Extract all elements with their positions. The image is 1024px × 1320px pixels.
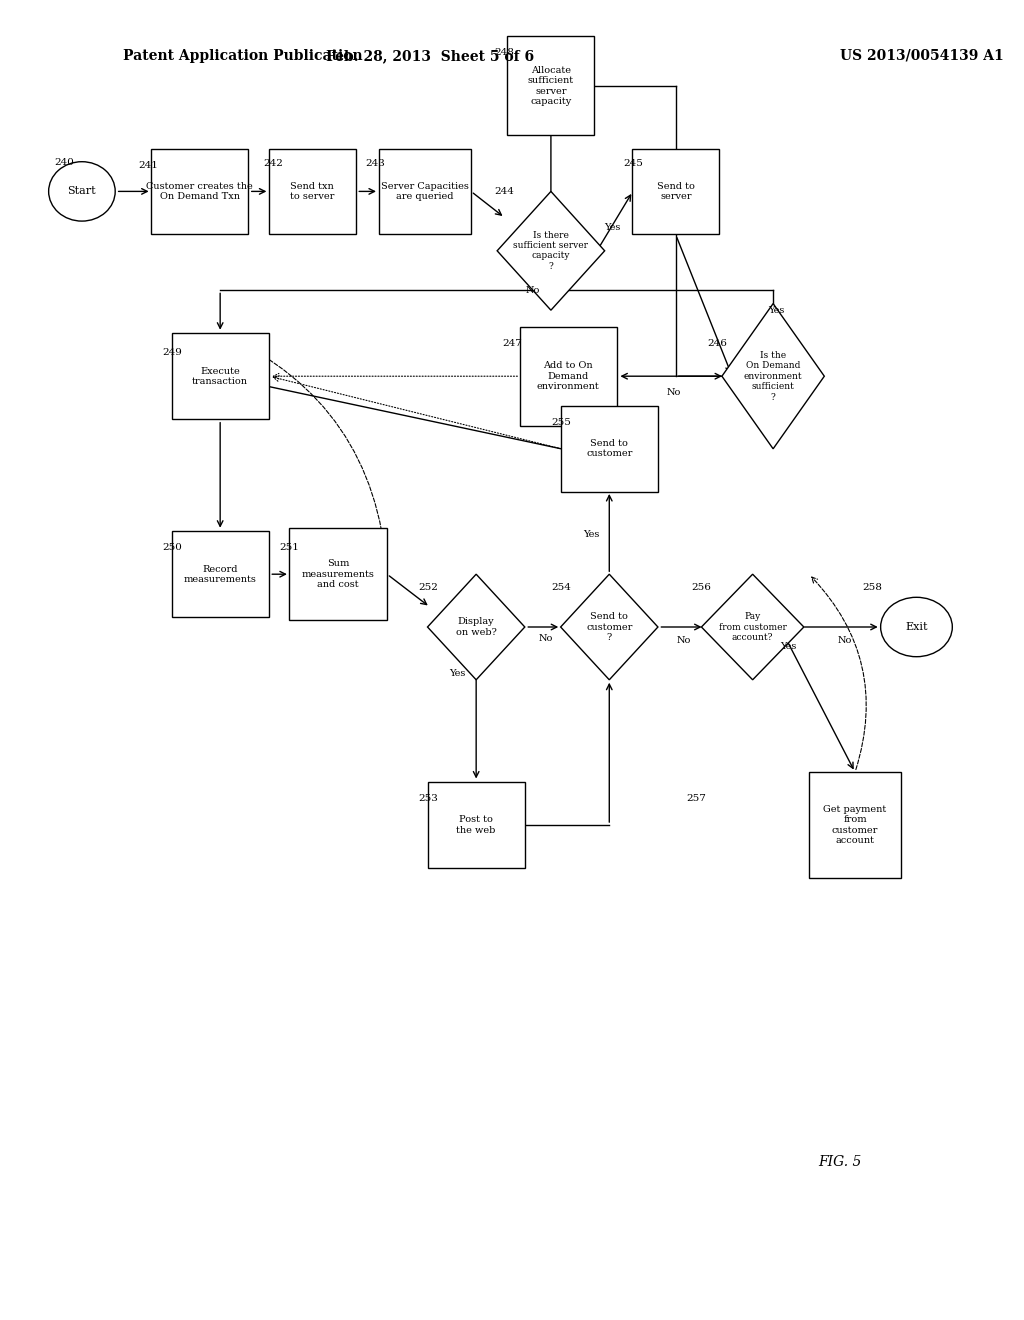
Text: 253: 253 [418,795,438,803]
Polygon shape [701,574,804,680]
Text: Yes: Yes [780,643,797,651]
Text: 245: 245 [623,160,643,168]
Text: Yes: Yes [583,531,599,539]
Text: 243: 243 [365,160,385,168]
Text: 257: 257 [686,795,707,803]
Polygon shape [498,191,604,310]
Text: Get payment
from
customer
account: Get payment from customer account [823,805,887,845]
Text: 244: 244 [494,187,514,195]
Text: Yes: Yes [604,223,621,231]
Polygon shape [561,574,657,680]
Text: Is the
On Demand
environment
sufficient
?: Is the On Demand environment sufficient … [743,351,803,401]
FancyBboxPatch shape [171,532,268,618]
Text: 251: 251 [279,544,299,552]
Text: Server Capacities
are queried: Server Capacities are queried [381,182,469,201]
FancyBboxPatch shape [290,528,387,620]
Text: US 2013/0054139 A1: US 2013/0054139 A1 [840,49,1004,63]
Polygon shape [428,574,525,680]
Text: Send to
customer
?: Send to customer ? [586,612,633,642]
Ellipse shape [49,162,115,222]
FancyBboxPatch shape [508,36,594,135]
FancyBboxPatch shape [520,327,616,425]
Text: No: No [525,286,540,294]
Text: 242: 242 [263,160,284,168]
Text: Send txn
to server: Send txn to server [290,182,335,201]
Text: Execute
transaction: Execute transaction [193,367,248,385]
Text: 247: 247 [502,339,522,347]
Text: 246: 246 [707,339,727,347]
Text: 258: 258 [862,583,883,591]
FancyBboxPatch shape [561,405,657,491]
Text: No: No [667,388,681,396]
Text: 254: 254 [551,583,571,591]
Text: Pay
from customer
account?: Pay from customer account? [719,612,786,642]
FancyBboxPatch shape [633,149,719,235]
FancyBboxPatch shape [152,149,249,235]
Text: Yes: Yes [768,306,784,314]
Text: Is there
sufficient server
capacity
?: Is there sufficient server capacity ? [513,231,589,271]
Text: Display
on web?: Display on web? [456,618,497,636]
FancyBboxPatch shape [171,333,268,420]
Text: 252: 252 [418,583,438,591]
Text: No: No [539,635,553,643]
Text: FIG. 5: FIG. 5 [818,1155,861,1168]
Text: Send to
customer: Send to customer [586,440,633,458]
Text: 241: 241 [138,161,159,169]
Text: Patent Application Publication: Patent Application Publication [123,49,362,63]
FancyBboxPatch shape [809,772,901,878]
Text: Customer creates the
On Demand Txn: Customer creates the On Demand Txn [146,182,253,201]
Text: Record
measurements: Record measurements [183,565,257,583]
Text: Add to On
Demand
environment: Add to On Demand environment [537,362,600,391]
FancyBboxPatch shape [428,781,525,869]
Text: 249: 249 [162,348,182,356]
Text: Yes: Yes [450,669,466,677]
Text: Post to
the web: Post to the web [457,816,496,834]
Text: No: No [838,636,852,644]
Text: Send to
server: Send to server [657,182,694,201]
Text: 250: 250 [162,544,182,552]
Text: Sum
measurements
and cost: Sum measurements and cost [301,560,375,589]
Text: 256: 256 [691,583,712,591]
Ellipse shape [881,597,952,657]
Text: 248: 248 [494,49,514,57]
FancyBboxPatch shape [379,149,471,235]
Text: 255: 255 [551,418,571,426]
Text: No: No [677,636,691,644]
Text: Allocate
sufficient
server
capacity: Allocate sufficient server capacity [527,66,574,106]
Text: 240: 240 [54,158,75,166]
FancyBboxPatch shape [268,149,356,235]
Polygon shape [722,304,824,449]
Text: Start: Start [68,186,96,197]
Text: Feb. 28, 2013  Sheet 5 of 6: Feb. 28, 2013 Sheet 5 of 6 [326,49,535,63]
Text: Exit: Exit [905,622,928,632]
